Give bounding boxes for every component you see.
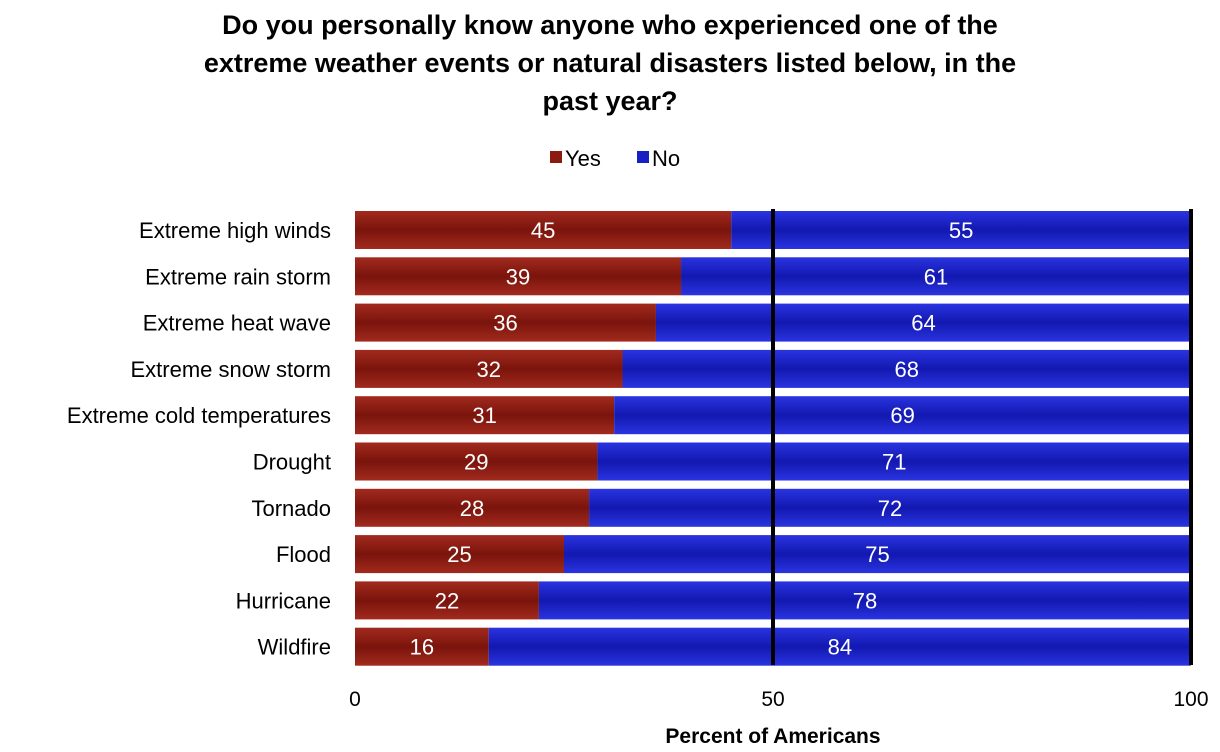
bar-label-yes-1: 39 [506,264,530,289]
bar-label-no-2: 64 [911,311,935,336]
bar-yes-1 [355,257,682,296]
bar-labels: 45 55 39 61 36 64 32 68 31 69 29 71 28 72 25 75 22 78 16 84 [410,218,974,660]
bar-yes-5 [355,442,598,481]
bar-no-4 [614,396,1191,435]
chart-title-line-2: extreme weather events or natural disast… [203,48,1017,78]
bar-yes-7 [355,535,564,574]
gridlines [771,209,1193,665]
category-label-8: Hurricane [236,588,331,613]
bar-no-3 [622,349,1191,388]
x-axis-title: Percent of Americans [665,725,880,748]
bar-yes-9 [355,627,489,666]
bar-label-no-3: 68 [895,357,919,382]
legend-swatch-no [637,151,649,163]
bar-label-yes-9: 16 [410,635,434,660]
bar-label-yes-3: 32 [477,357,501,382]
category-label-5: Drought [253,450,331,475]
bar-no-8 [538,581,1191,620]
bar-label-yes-8: 22 [435,588,459,613]
bar-no-0 [731,211,1191,249]
bar-label-yes-4: 31 [472,403,496,428]
bars [355,211,1191,666]
legend-label-no: No [652,146,680,171]
chart-title-line-1: Do you personally know anyone who experi… [222,10,998,40]
bar-label-no-0: 55 [949,218,973,243]
bar-label-yes-2: 36 [493,311,517,336]
bar-yes-6 [355,488,590,527]
bar-yes-3 [355,349,623,388]
bar-label-no-7: 75 [865,542,889,567]
x-tick-label-0: 0 [349,688,361,711]
bar-label-no-5: 71 [882,450,906,475]
bar-yes-4 [355,396,615,435]
bar-no-7 [564,535,1191,574]
chart-title: Do you personally know anyone who experi… [0,6,1220,120]
legend-swatch-yes [550,151,562,163]
bar-label-yes-7: 25 [447,542,471,567]
category-label-3: Extreme snow storm [131,357,332,382]
x-axis-ticks: 0 50 100 [349,688,1208,711]
category-label-6: Tornado [251,496,331,521]
category-label-0: Extreme high winds [139,218,331,243]
bar-label-yes-5: 29 [464,450,488,475]
legend-label-yes: Yes [565,146,601,171]
bar-label-no-9: 84 [828,635,852,660]
bar-label-no-6: 72 [878,496,902,521]
category-labels: Extreme high winds Extreme rain storm Extr… [67,218,331,660]
category-label-7: Flood [276,542,331,567]
bar-no-6 [589,488,1191,527]
chart-title-line-3: past year? [542,86,678,116]
bar-yes-2 [355,303,656,342]
bar-label-no-8: 78 [853,588,877,613]
bar-no-2 [655,303,1191,342]
bar-label-yes-6: 28 [460,496,484,521]
bar-no-5 [597,442,1191,481]
x-tick-label-1: 50 [761,688,784,711]
category-label-4: Extreme cold temperatures [67,403,331,428]
category-label-9: Wildfire [258,635,331,660]
bar-yes-0 [355,211,732,249]
bar-no-1 [681,257,1191,296]
bar-yes-8 [355,581,539,620]
x-tick-label-2: 100 [1173,688,1208,711]
category-label-1: Extreme rain storm [145,264,331,289]
bar-label-no-4: 69 [890,403,914,428]
legend: Yes No [550,146,680,171]
category-label-2: Extreme heat wave [143,311,331,336]
bar-label-no-1: 61 [924,264,948,289]
bar-label-yes-0: 45 [531,218,555,243]
bar-no-9 [488,627,1191,666]
